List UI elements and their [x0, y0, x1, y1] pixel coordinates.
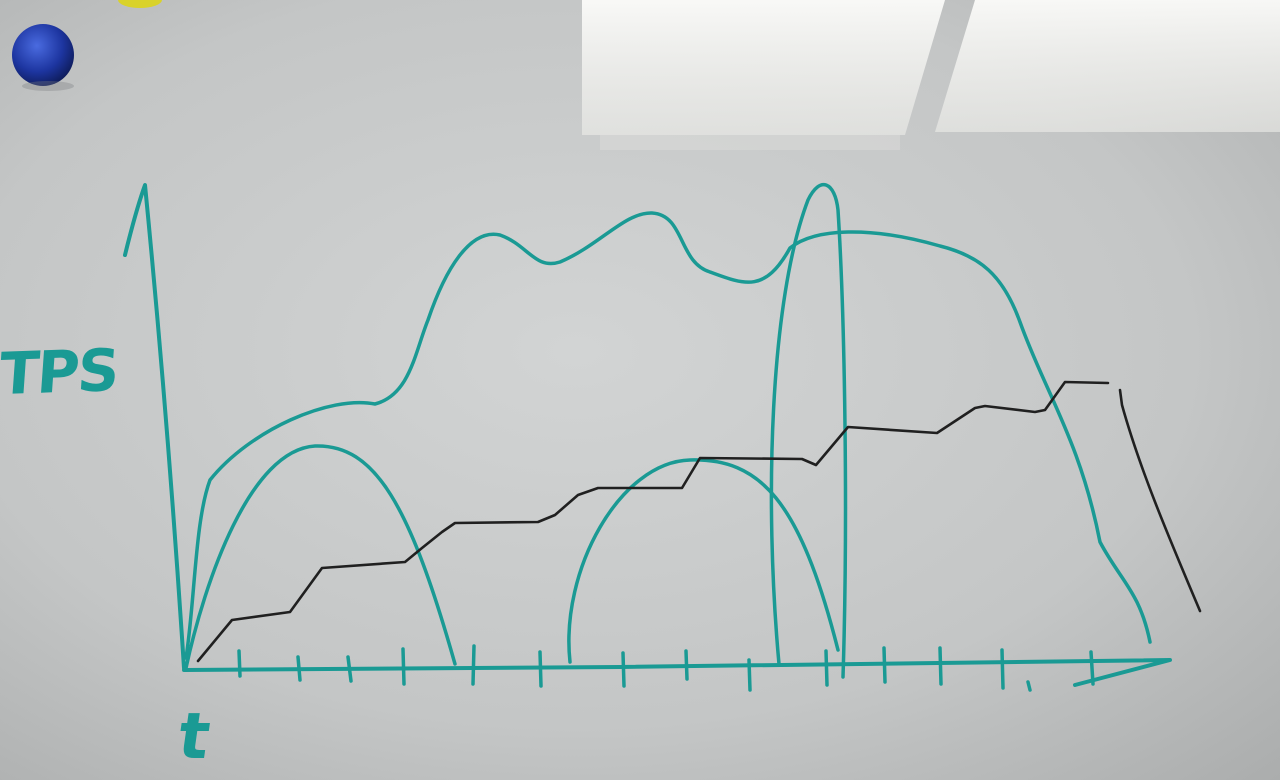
tick: [824, 649, 829, 687]
tick: [296, 655, 302, 682]
y-axis: [123, 183, 186, 670]
dome-1: [184, 444, 457, 670]
blue-magnet-shadow: [22, 81, 74, 91]
tick: [882, 646, 887, 684]
tick: [1089, 650, 1095, 686]
glare-right: [935, 0, 1280, 132]
y-axis-label: TPS: [0, 335, 120, 409]
tick: [1026, 680, 1032, 692]
tick: [237, 649, 242, 678]
tick: [747, 658, 752, 692]
blue-magnet: [12, 24, 74, 86]
envelope-curve: [184, 211, 1152, 660]
glare-lower: [600, 135, 900, 150]
yellow-magnet: [118, 0, 162, 8]
step-line: [196, 380, 1202, 663]
tick: [621, 651, 626, 688]
tick: [1000, 648, 1005, 690]
tick: [684, 649, 689, 681]
tick: [938, 646, 943, 686]
x-axis-ticks: [237, 644, 1095, 692]
glare-left: [582, 0, 945, 135]
dome-2: [567, 458, 840, 664]
tick: [346, 655, 353, 683]
tick: [401, 647, 406, 686]
tick: [538, 650, 543, 688]
tick: [471, 644, 476, 686]
